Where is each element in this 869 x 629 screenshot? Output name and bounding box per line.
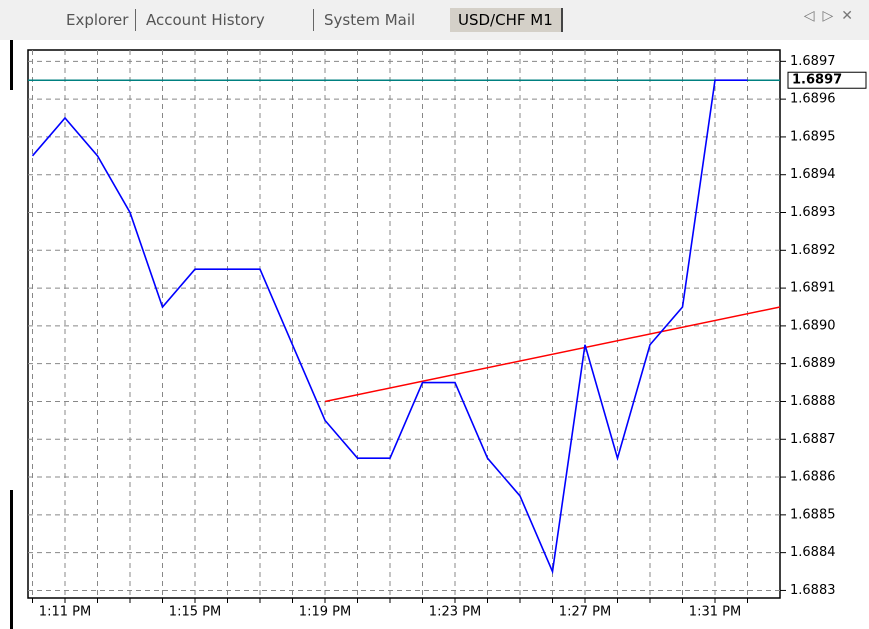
tab[interactable]: Account History <box>146 11 265 29</box>
y-tick-label: 1.6896 <box>790 92 836 107</box>
tab[interactable]: Explorer <box>66 11 129 29</box>
y-tick-label: 1.6895 <box>790 129 836 144</box>
y-tick-label: 1.6884 <box>790 545 836 560</box>
y-tick-label: 1.6886 <box>790 470 836 485</box>
x-tick-label: 1:23 PM <box>429 605 481 620</box>
price-label: 1.6897 <box>792 73 842 88</box>
y-tick-label: 1.6892 <box>790 243 836 258</box>
tab[interactable]: System Mail <box>324 11 416 29</box>
x-tick-label: 1:31 PM <box>689 605 741 620</box>
y-tick-label: 1.6887 <box>790 432 836 447</box>
x-tick-label: 1:15 PM <box>169 605 221 620</box>
window-edge <box>10 490 13 629</box>
tab[interactable]: USD/CHF M1 <box>450 8 563 32</box>
y-tick-label: 1.6888 <box>790 394 836 409</box>
price-line-series <box>31 79 748 575</box>
plot-frame <box>27 49 781 599</box>
y-tick-label: 1.6891 <box>790 281 836 296</box>
price-label-box <box>787 71 867 89</box>
x-tick-label: 1:19 PM <box>299 605 351 620</box>
y-tick-label: 1.6897 <box>790 54 836 69</box>
tab-bar: Explorer Account History System Mail USD/CH… <box>0 0 869 40</box>
y-tick-label: 1.6885 <box>790 507 836 522</box>
tab-separator <box>135 9 136 31</box>
tab-separator <box>313 9 314 31</box>
y-tick-label: 1.6894 <box>790 167 836 182</box>
window-edge <box>10 40 13 90</box>
x-tick-label: 1:11 PM <box>39 605 91 620</box>
y-tick-label: 1.6889 <box>790 356 836 371</box>
x-tick-label: 1:27 PM <box>559 605 611 620</box>
y-tick-label: 1.6893 <box>790 205 836 220</box>
y-tick-label: 1.6890 <box>790 318 836 333</box>
y-tick-label: 1.6883 <box>790 583 836 598</box>
trend-line <box>324 306 781 403</box>
tab-nav-icons[interactable]: ◁▷✕ <box>803 8 861 24</box>
